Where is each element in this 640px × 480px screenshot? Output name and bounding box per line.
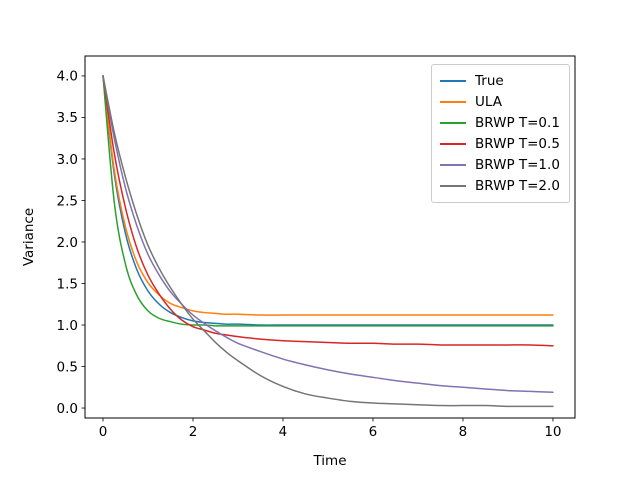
x-tick-label: 8: [459, 424, 468, 440]
y-tick-label: 3.0: [57, 152, 78, 168]
legend-line-swatch: [440, 184, 466, 187]
series-line-brwp-t-0-1: [102, 75, 554, 327]
legend-label: BRWP T=0.1: [475, 114, 560, 131]
y-tick-label: 2.0: [57, 235, 78, 251]
y-tick-label: 0.5: [57, 359, 78, 375]
series-line-brwp-t-0-5: [102, 75, 554, 347]
legend-line-swatch: [440, 121, 466, 124]
y-tick-label: 1.0: [57, 318, 78, 334]
legend-label: True: [475, 72, 504, 89]
y-axis-label: Variance: [21, 207, 37, 267]
legend: True ULA BRWP T=0.1 BRWP T=0.5 BRWP T=1.0 BRW…: [431, 64, 570, 203]
legend-line-swatch: [440, 142, 466, 145]
series-line-brwp-t-1-0: [102, 75, 554, 394]
legend-entry: BRWP T=2.0: [440, 175, 563, 196]
legend-entry: BRWP T=1.0: [440, 154, 563, 175]
legend-line-swatch: [440, 163, 466, 166]
y-tick-label: 4.0: [57, 69, 78, 85]
legend-label: ULA: [475, 93, 502, 110]
legend-entry: True: [440, 70, 563, 91]
legend-label: BRWP T=0.5: [475, 135, 560, 152]
x-tick-label: 6: [369, 424, 378, 440]
x-tick-label: 4: [279, 424, 288, 440]
y-tick-label: 3.5: [57, 110, 78, 126]
legend-entry: BRWP T=0.5: [440, 133, 563, 154]
x-axis-label: Time: [313, 453, 347, 469]
series-line-true: [102, 75, 554, 326]
legend-line-swatch: [440, 79, 466, 82]
plot-area-border: [84, 55, 576, 419]
legend-entry: BRWP T=0.1: [440, 112, 563, 133]
series-line-brwp-t-2-0: [102, 75, 554, 408]
legend-entry: ULA: [440, 91, 563, 112]
x-tick-label: 10: [544, 424, 561, 440]
y-tick-label: 0.0: [57, 401, 78, 417]
legend-label: BRWP T=2.0: [475, 177, 560, 194]
legend-label: BRWP T=1.0: [475, 156, 560, 173]
x-tick-label: 2: [189, 424, 198, 440]
series-line-ula: [102, 75, 554, 316]
legend-line-swatch: [440, 100, 466, 103]
y-tick-label: 1.5: [57, 276, 78, 292]
y-tick-label: 2.5: [57, 193, 78, 209]
x-tick-label: 0: [99, 424, 108, 440]
